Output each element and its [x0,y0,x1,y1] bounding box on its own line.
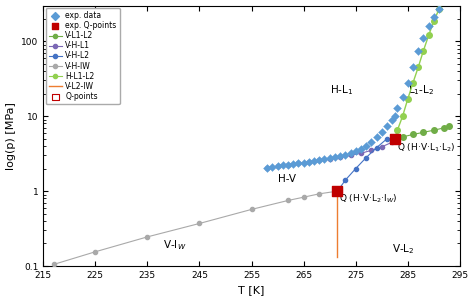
Point [336,154,344,158]
Point [393,105,401,110]
Point [362,144,370,148]
Point [388,117,396,122]
Point [264,165,271,170]
Point [326,156,334,161]
Point [305,160,313,164]
Point [310,159,318,164]
Point [391,114,399,119]
Point [321,157,328,162]
Legend: exp. data, exp. Q-points, V-L1-L2, V-H-L1, V-H-L2, V-H-IW, H-L1-L2, V-L2-IW, Q-p: exp. data, exp. Q-points, V-L1-L2, V-H-L… [46,8,119,104]
Point [352,149,359,154]
Point [274,164,282,169]
Text: Q (H·V·L$_2$·I$_W$): Q (H·V·L$_2$·I$_W$) [339,193,397,206]
Point [341,152,349,157]
X-axis label: T [K]: T [K] [238,285,265,296]
Point [373,135,380,140]
Point [316,158,323,163]
Text: Q (H·V·L$_1$·L$_2$): Q (H·V·L$_1$·L$_2$) [397,141,456,154]
Point [419,36,427,41]
Point [284,162,292,167]
Text: L$_1$-L$_2$: L$_1$-L$_2$ [408,84,434,98]
Point [425,23,432,28]
Point [300,160,308,165]
Point [367,140,375,144]
Text: V-L$_2$: V-L$_2$ [392,242,415,256]
Point [346,151,354,156]
Point [391,136,399,141]
Point [334,189,341,194]
Point [331,155,339,160]
Point [295,161,302,166]
Point [409,65,417,70]
Point [378,129,385,134]
Y-axis label: log(p) [MPa]: log(p) [MPa] [6,102,16,170]
Text: H-L$_1$: H-L$_1$ [330,84,353,98]
Point [269,165,276,169]
Point [404,80,411,85]
Point [357,147,365,151]
Point [290,162,297,166]
Point [334,189,341,194]
Text: V-I$_W$: V-I$_W$ [163,238,186,252]
Point [399,95,406,100]
Point [430,15,438,20]
Point [435,7,443,11]
Point [383,123,391,128]
Point [279,163,287,168]
Text: H-V: H-V [278,174,296,184]
Point [414,48,422,53]
Point [391,136,399,141]
